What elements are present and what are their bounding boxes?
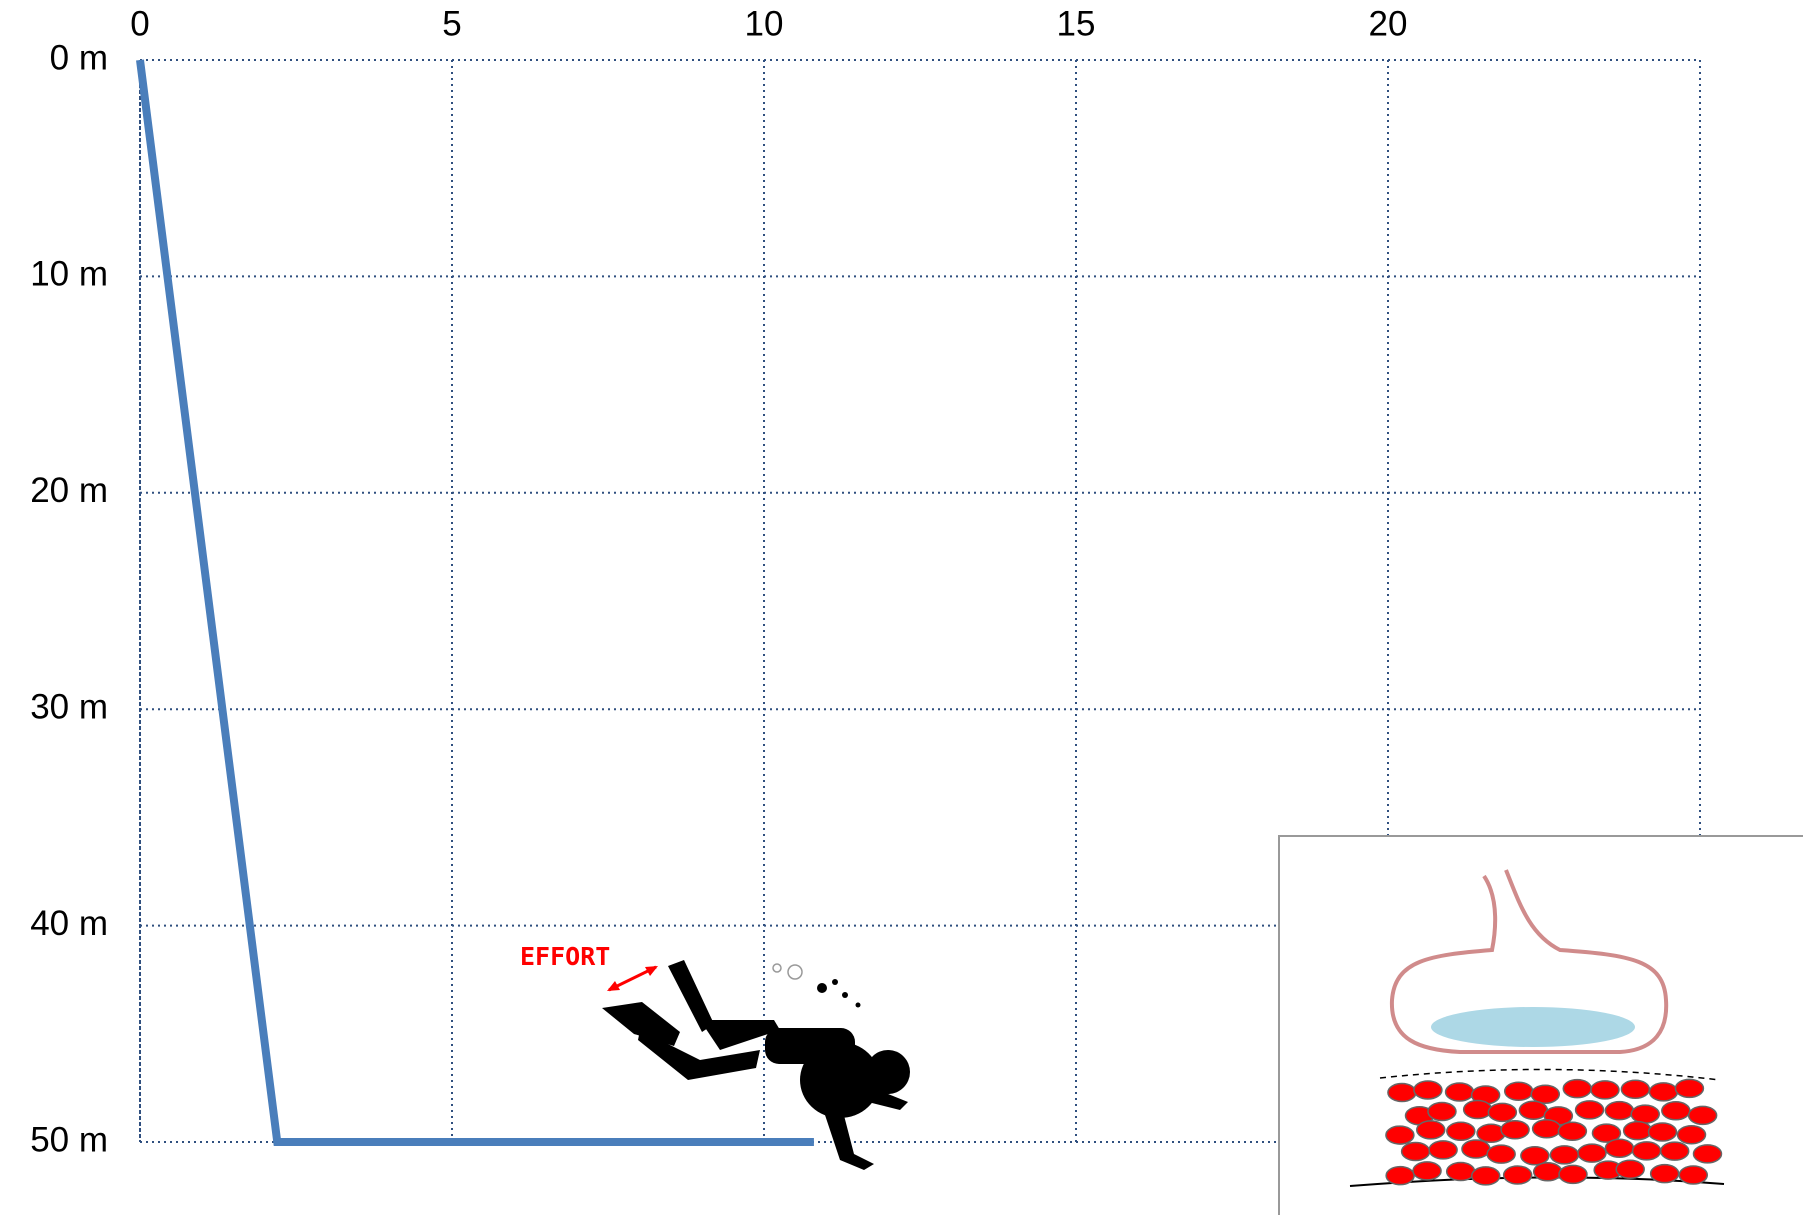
y-tick-label: 20 m <box>30 471 108 510</box>
cell <box>1470 1166 1501 1186</box>
cell <box>1531 1118 1562 1139</box>
cell <box>1502 1165 1533 1185</box>
cell <box>1558 1164 1588 1185</box>
cell <box>1562 1078 1593 1099</box>
cell <box>1549 1145 1580 1165</box>
y-tick-label: 0 m <box>50 38 108 77</box>
y-tick-label: 40 m <box>30 904 108 943</box>
cell <box>1687 1105 1718 1126</box>
cell <box>1620 1079 1651 1100</box>
cell <box>1574 1100 1605 1120</box>
cell <box>1503 1081 1534 1102</box>
annotation: EFFORT <box>520 942 610 971</box>
inset <box>1278 835 1803 1215</box>
cell <box>1532 1162 1563 1182</box>
cell <box>1412 1161 1442 1181</box>
cell <box>1649 1163 1680 1184</box>
cell <box>1557 1121 1588 1142</box>
cell <box>1661 1101 1691 1121</box>
cell <box>1630 1104 1660 1124</box>
line-series <box>136 59 814 1146</box>
cell <box>1659 1141 1690 1161</box>
cell <box>1674 1078 1705 1099</box>
cell <box>1385 1125 1415 1145</box>
cell <box>1647 1122 1678 1142</box>
cell <box>1486 1144 1516 1164</box>
cell <box>1678 1165 1709 1185</box>
cell <box>1445 1161 1476 1182</box>
effort-arrowheads <box>607 966 658 991</box>
cell <box>1577 1143 1607 1163</box>
cell <box>1604 1100 1635 1121</box>
y-tick-label: 50 m <box>30 1120 108 1159</box>
cell <box>1462 1099 1493 1120</box>
cell <box>1387 1082 1417 1103</box>
marks: 0 5 10 15 20 0 m 10 m 20 m 30 m 40 m 50 m <box>30 4 1700 1159</box>
cell <box>1590 1080 1620 1100</box>
cell <box>1591 1123 1622 1143</box>
cell <box>1520 1145 1550 1166</box>
cell <box>1631 1141 1662 1161</box>
cell <box>1622 1120 1653 1141</box>
cell <box>1427 1101 1457 1122</box>
x-tick-label: 15 <box>1057 4 1096 43</box>
cell <box>1604 1138 1635 1158</box>
cell <box>1461 1139 1491 1159</box>
y-tick-label: 10 m <box>30 255 108 294</box>
cell <box>1446 1121 1476 1141</box>
cell <box>1615 1159 1645 1179</box>
cell <box>1487 1102 1518 1123</box>
x-tick-label: 20 <box>1369 4 1408 43</box>
cell <box>1428 1140 1458 1160</box>
y-tick-label: 30 m <box>30 687 108 726</box>
cell <box>1385 1165 1415 1186</box>
cell <box>1476 1123 1506 1143</box>
cell <box>1416 1120 1446 1140</box>
cell <box>1518 1100 1549 1120</box>
cell <box>1400 1141 1431 1162</box>
cell <box>1676 1124 1707 1145</box>
cell <box>1648 1082 1679 1102</box>
cell <box>1444 1082 1475 1102</box>
cell <box>1500 1120 1530 1140</box>
x-tick-label: 5 <box>442 4 461 43</box>
diver-illustration <box>602 960 910 1170</box>
cell <box>1692 1144 1723 1164</box>
x-tick-label: 0 <box>130 4 149 43</box>
cell <box>1413 1080 1443 1100</box>
x-tick-label: 10 <box>745 4 784 43</box>
cell <box>1530 1084 1561 1104</box>
